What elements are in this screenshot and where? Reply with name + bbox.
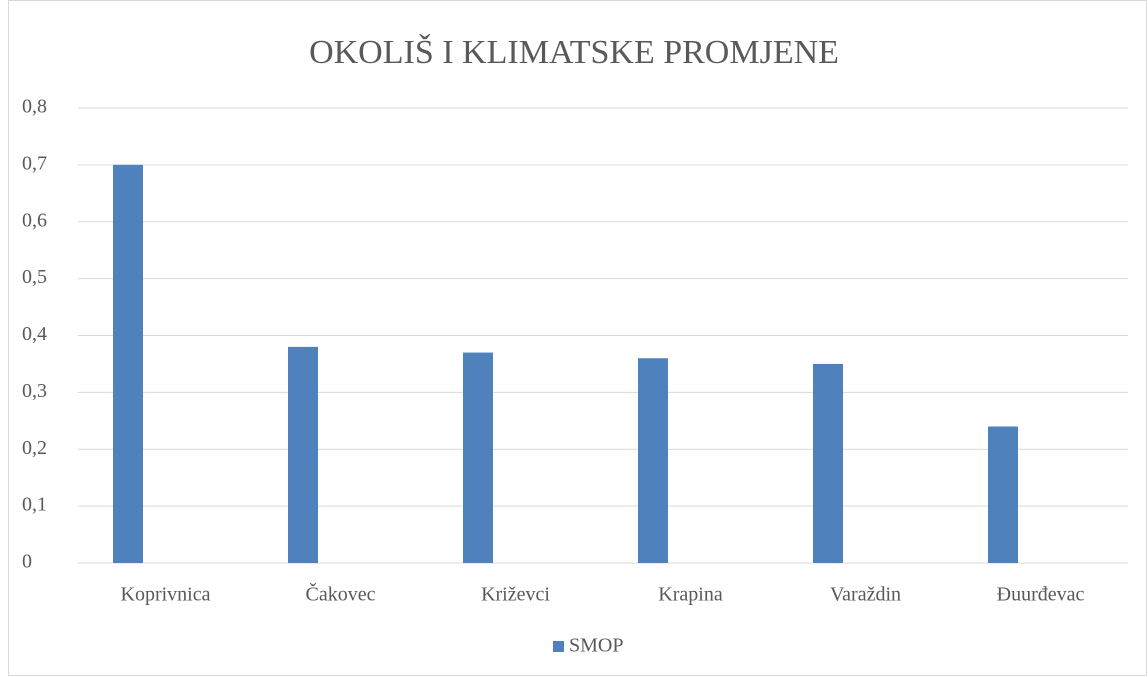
y-tick-label: 0,8 xyxy=(22,96,47,118)
y-tick-label: 0,6 xyxy=(22,209,47,231)
y-tick-label: 0,2 xyxy=(22,437,47,459)
y-tick-label: 0,4 xyxy=(22,323,47,345)
x-tick-label: Križevci xyxy=(481,584,550,606)
x-tick-label: Krapina xyxy=(658,584,723,606)
y-tick-label: 0 xyxy=(22,551,32,573)
x-tick-label: Čakovec xyxy=(306,582,376,606)
bar xyxy=(463,352,493,563)
legend-label: SMOP xyxy=(569,635,623,657)
bar xyxy=(113,164,143,563)
y-tick-label: 0,5 xyxy=(22,266,47,288)
chart-border xyxy=(8,0,1147,676)
x-tick-label: Varaždin xyxy=(830,584,901,606)
bar xyxy=(988,426,1018,563)
chart-title: OKOLIŠ I KLIMATSKE PROMJENE xyxy=(309,33,839,71)
y-tick-label: 0,1 xyxy=(22,494,47,516)
bar xyxy=(638,358,668,563)
bar xyxy=(813,363,843,563)
y-tick-label: 0,7 xyxy=(22,152,47,174)
legend-swatch xyxy=(553,641,564,652)
bar xyxy=(288,346,318,563)
x-tick-label: Koprivnica xyxy=(121,584,211,606)
x-tick-label: Đuurđevac xyxy=(997,584,1085,606)
y-tick-label: 0,3 xyxy=(22,380,47,402)
